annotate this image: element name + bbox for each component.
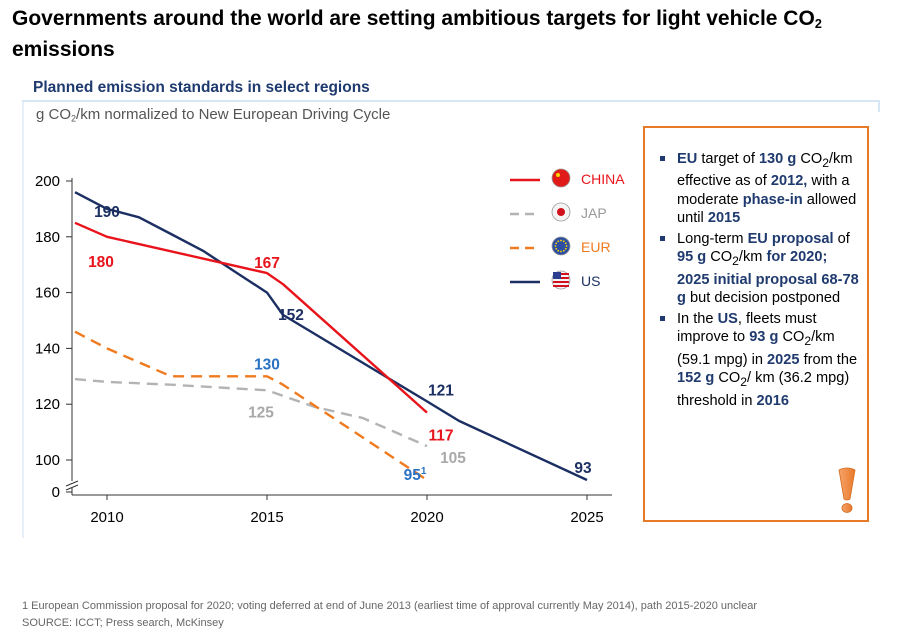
data-label-us: 93: [574, 460, 592, 477]
subtitle-divider: [22, 100, 880, 102]
x-tick-label: 2015: [250, 509, 283, 526]
data-label-eur: 130: [254, 356, 280, 373]
data-label-us: 190: [94, 204, 120, 221]
china-flag-icon: [551, 168, 571, 188]
data-label-jap: 105: [440, 450, 466, 467]
y-axis-unit-label: g CO2/km normalized to New European Driv…: [36, 106, 391, 124]
x-tick-label: 2025: [570, 509, 603, 526]
y-tick-label: 0: [52, 484, 60, 501]
data-label-china: 180: [88, 254, 114, 271]
x-tick-label: 2020: [410, 509, 443, 526]
data-label-us: 121: [428, 382, 454, 399]
data-label-us: 152: [278, 307, 304, 324]
key-facts-callout: EU target of 130 g CO2/km effective as o…: [643, 126, 869, 522]
data-label-jap: 125: [248, 404, 274, 421]
callout-bullet: EU target of 130 g CO2/km effective as o…: [657, 150, 863, 228]
legend-label-us: US: [581, 273, 600, 289]
legend-label-eur: EUR: [581, 239, 611, 255]
japan-flag-icon: [551, 202, 571, 222]
chart-left-divider: [22, 102, 24, 538]
eu-flag-icon: [551, 236, 571, 256]
series-line-us: [74, 191, 588, 482]
x-tick-label: 2010: [90, 509, 123, 526]
y-tick-label: 200: [35, 173, 60, 190]
series-line-jap: [74, 377, 428, 448]
data-label-china: 167: [254, 255, 280, 272]
legend-label-china: CHINA: [581, 171, 625, 187]
data-label-eur: 951: [404, 466, 427, 484]
exclamation-icon: [838, 467, 856, 513]
key-facts-list: EU target of 130 g CO2/km effective as o…: [657, 150, 863, 412]
page-title: Governments around the world are setting…: [12, 7, 822, 62]
data-label-china: 117: [428, 428, 453, 445]
legend-label-jap: JAP: [581, 205, 607, 221]
series-line-eur: [74, 330, 428, 482]
callout-bullet: In the US, fleets must improve to 93 g C…: [657, 310, 863, 410]
callout-bullet: Long-term EU proposal of 95 g CO2/km for…: [657, 230, 863, 308]
y-tick-label: 140: [35, 340, 60, 357]
y-tick-label: 100: [35, 452, 60, 469]
us-flag-icon: [551, 270, 571, 290]
y-tick-label: 120: [35, 396, 60, 413]
footnote: 1 European Commission proposal for 2020;…: [22, 600, 757, 612]
series-line-china: [74, 221, 428, 414]
y-tick-label: 160: [35, 285, 60, 302]
chart-subtitle: Planned emission standards in select reg…: [33, 79, 370, 96]
source-note: SOURCE: ICCT; Press search, McKinsey: [22, 617, 224, 629]
subtitle-divider-end: [878, 100, 880, 112]
axis-break-mark: [65, 480, 79, 491]
y-tick-label: 180: [35, 229, 60, 246]
